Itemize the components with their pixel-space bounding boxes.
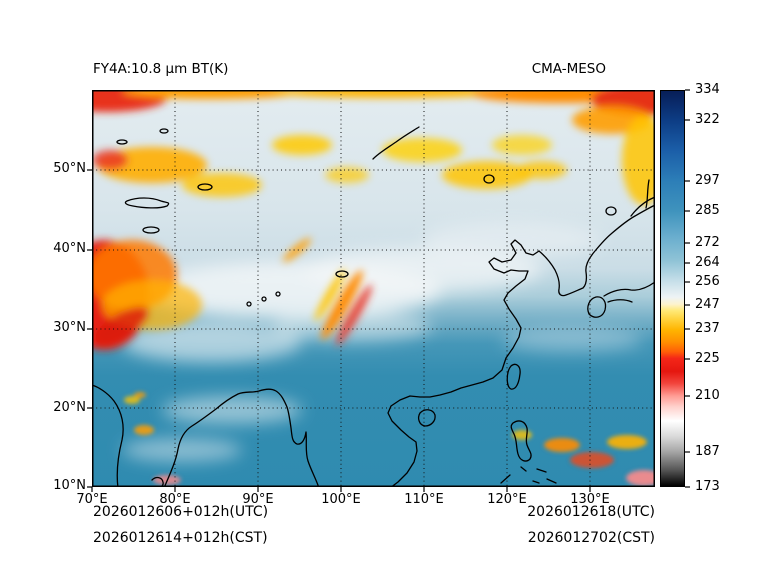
valid-time-utc: 2026012618(UTC): [527, 504, 655, 520]
lon-tick-label: 90°E: [242, 492, 274, 507]
tropical-convection-cells: [124, 392, 662, 486]
colorbar-tick-label: 237: [695, 321, 720, 336]
map-plot: [47, 84, 682, 489]
colorbar-tick-label: 322: [695, 112, 720, 127]
colorbar-tick-label: 297: [695, 173, 720, 188]
map-title: FY4A:10.8 μm BT(K): [93, 61, 229, 77]
lat-tick-label: 10°N: [53, 478, 86, 493]
lon-tick-label: 80°E: [159, 492, 191, 507]
init-time-utc: 2026012606+012h(UTC): [93, 504, 269, 520]
satellite-bt-map: [47, 84, 682, 489]
colorbar-tick-label: 285: [695, 203, 720, 218]
colorbar-tick-label: 173: [695, 479, 720, 494]
lon-tick-label: 100°E: [321, 492, 361, 507]
colorbar-tick-label: 225: [695, 351, 720, 366]
colorbar: [660, 90, 685, 487]
coastlines: [91, 126, 656, 489]
lat-tick-label: 40°N: [53, 241, 86, 256]
lon-tick-label: 120°E: [487, 492, 527, 507]
lon-tick-label: 110°E: [404, 492, 444, 507]
axes-border: [92, 90, 655, 487]
model-title: CMA-MESO: [531, 61, 606, 77]
colorbar-tick-label: 256: [695, 274, 720, 289]
lat-tick-label: 20°N: [53, 400, 86, 415]
colorbar-tick-label: 334: [695, 82, 720, 97]
lon-tick-label: 130°E: [570, 492, 610, 507]
colorbar-tick-label: 210: [695, 388, 720, 403]
colorbar-tick-label: 264: [695, 255, 720, 270]
valid-time-cst: 2026012702(CST): [527, 530, 655, 546]
lat-tick-label: 50°N: [53, 161, 86, 176]
lon-tick-label: 70°E: [76, 492, 108, 507]
colorbar-tick-label: 247: [695, 297, 720, 312]
high-cloud-shield: [122, 222, 642, 462]
colorbar-tick-label: 272: [695, 235, 720, 250]
graticule: [92, 90, 655, 487]
init-time-cst: 2026012614+012h(CST): [93, 530, 268, 546]
lat-tick-label: 30°N: [53, 320, 86, 335]
colorbar-tick-label: 187: [695, 444, 720, 459]
